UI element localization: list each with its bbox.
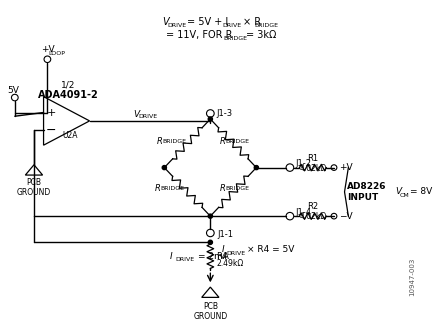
Text: = 11V, FOR R: = 11V, FOR R [166, 30, 232, 40]
Text: V: V [395, 187, 401, 196]
Text: R: R [220, 184, 225, 193]
Circle shape [208, 117, 212, 121]
Text: 2.49kΩ: 2.49kΩ [216, 259, 243, 268]
Text: R1: R1 [307, 154, 318, 163]
Circle shape [253, 165, 258, 170]
Text: INPUT: INPUT [347, 193, 378, 202]
Text: 4.02kΩ: 4.02kΩ [299, 164, 326, 173]
Text: DRIVE: DRIVE [167, 23, 186, 28]
Text: PCB
GROUND: PCB GROUND [193, 302, 227, 321]
Text: DRIVE: DRIVE [138, 114, 157, 120]
Text: DRIVE: DRIVE [222, 23, 241, 28]
Text: R: R [220, 137, 225, 146]
Text: × R: × R [242, 17, 260, 27]
Text: −V: −V [338, 212, 352, 221]
Text: BRIDGE: BRIDGE [160, 186, 184, 191]
Text: V: V [133, 110, 139, 119]
Text: J1-3: J1-3 [216, 109, 232, 118]
Text: = 5V + I: = 5V + I [187, 17, 228, 27]
Text: BRIDGE: BRIDGE [254, 23, 278, 28]
Circle shape [208, 240, 212, 244]
Text: DRIVE: DRIVE [226, 251, 245, 256]
Text: BRIDGE: BRIDGE [225, 186, 249, 191]
Text: R2: R2 [307, 202, 318, 211]
Text: ADA4091-2: ADA4091-2 [38, 90, 99, 100]
Text: R: R [155, 184, 160, 193]
Text: +V: +V [40, 46, 54, 55]
Text: J1-4: J1-4 [295, 208, 311, 217]
Text: = 8V: = 8V [409, 187, 431, 196]
Text: BRIDGE: BRIDGE [223, 36, 247, 41]
Text: = 2mA: = 2mA [197, 252, 228, 261]
Text: 10947-003: 10947-003 [408, 258, 414, 296]
Text: CM: CM [399, 193, 409, 198]
Text: 1/2: 1/2 [61, 81, 76, 90]
Text: +V: +V [338, 163, 352, 172]
Text: × R4 = 5V: × R4 = 5V [246, 245, 293, 254]
Text: BRIDGE: BRIDGE [225, 139, 249, 144]
Text: J1-2: J1-2 [295, 159, 311, 168]
Text: V: V [162, 17, 169, 27]
Text: 5V: 5V [7, 86, 19, 95]
Text: 4.02kΩ: 4.02kΩ [299, 213, 326, 221]
Text: I: I [170, 252, 172, 261]
Text: R4: R4 [216, 252, 227, 261]
Text: BRIDGE: BRIDGE [162, 139, 186, 144]
Text: LOOP: LOOP [48, 50, 65, 56]
Text: J1-1: J1-1 [217, 230, 233, 239]
Text: −: − [46, 124, 56, 137]
Circle shape [162, 165, 166, 170]
Text: +: + [46, 108, 56, 118]
Text: I: I [221, 245, 224, 254]
Text: PCB
GROUND: PCB GROUND [17, 178, 51, 197]
Text: AD8226: AD8226 [347, 182, 386, 191]
Text: = 3kΩ: = 3kΩ [245, 30, 276, 40]
Circle shape [208, 214, 212, 218]
Text: U2A: U2A [62, 131, 78, 141]
Text: R: R [156, 137, 162, 146]
Text: DRIVE: DRIVE [174, 257, 194, 262]
